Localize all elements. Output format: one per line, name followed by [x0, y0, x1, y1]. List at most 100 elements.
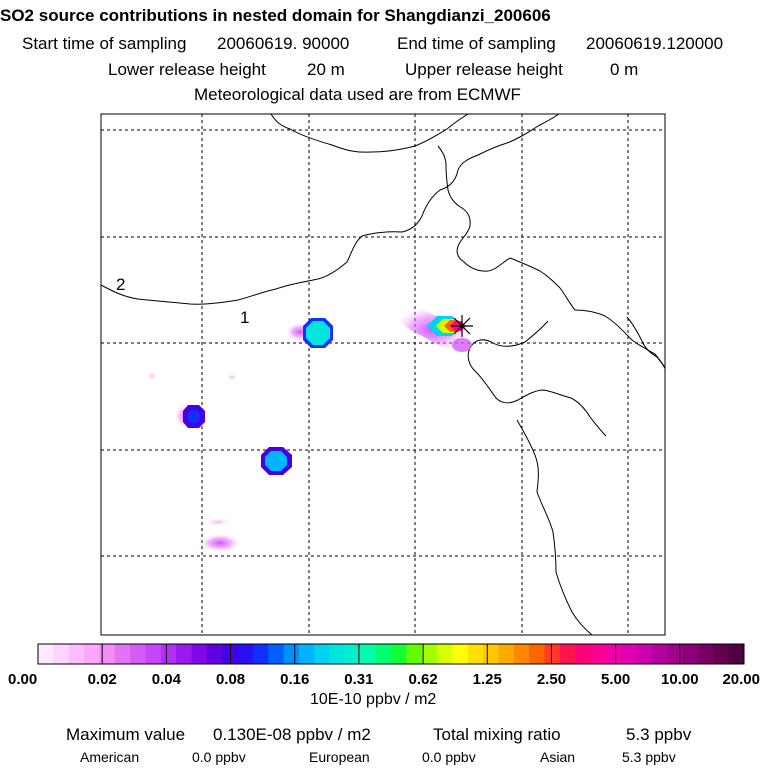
- asian-value: 5.3 ppbv: [622, 749, 676, 765]
- colorbar-swatch: [206, 644, 223, 664]
- plume-center-faint: [227, 373, 237, 381]
- colorbar-swatch: [483, 644, 499, 664]
- colorbar-swatch: [667, 644, 684, 664]
- region-label-1: 1: [240, 308, 249, 327]
- colorbar-swatch: [191, 644, 208, 664]
- colorbar-tick-label: 0.02: [88, 671, 117, 688]
- colorbar-swatch: [38, 644, 54, 664]
- plume-west-faint: [146, 371, 158, 381]
- max-value-label: Maximum value: [66, 725, 186, 744]
- colorbar-tick-label: 20.00: [722, 671, 760, 688]
- colorbar-swatch: [575, 644, 592, 664]
- colorbar-swatch: [176, 644, 192, 664]
- colorbar-swatch: [559, 644, 576, 664]
- colorbar-tick-labels: 0.00 0.02 0.04 0.08 0.16 0.31 0.62 1.25 2.50 5.00…: [8, 671, 760, 688]
- colorbar-tick-label: 0.16: [280, 671, 309, 688]
- colorbar-tick-label: 10.00: [661, 671, 699, 688]
- colorbar-tick-label: 0.62: [408, 671, 437, 688]
- european-label: European: [309, 749, 370, 765]
- american-value: 0.0 ppbv: [192, 749, 246, 765]
- hotspot-south: [261, 447, 292, 475]
- end-time-label: End time of sampling: [397, 34, 556, 53]
- colorbar-swatch: [421, 644, 438, 664]
- coastline-bay: [437, 145, 511, 272]
- colorbar-swatch: [298, 644, 315, 664]
- colorbar-tick-label: 0.04: [152, 671, 182, 688]
- chart-title: SO2 source contributions in nested domai…: [0, 6, 551, 25]
- colorbar-tick-label: 0.31: [344, 671, 373, 688]
- hotspot-west: [174, 404, 205, 428]
- colorbar-tick-label: 0.00: [8, 671, 37, 688]
- start-time-label: Start time of sampling: [22, 34, 187, 53]
- colorbar-swatch: [651, 644, 668, 664]
- upper-height-label: Upper release height: [405, 60, 563, 79]
- colorbar-swatch: [406, 644, 423, 664]
- colorbar-swatch: [513, 644, 530, 664]
- max-value: 0.130E-08 ppbv / m2: [213, 725, 371, 744]
- colorbar-swatch: [53, 644, 70, 664]
- lower-height-label: Lower release height: [108, 60, 266, 79]
- colorbar-swatch: [391, 644, 407, 664]
- colorbar-swatch: [437, 644, 453, 664]
- colorbar-swatch: [329, 644, 346, 664]
- total-mixing-value: 5.3 ppbv: [626, 725, 692, 744]
- asian-label: Asian: [540, 749, 576, 765]
- end-time-value: 20060619.120000: [586, 34, 724, 53]
- colorbar-swatch: [237, 644, 254, 664]
- coastline-north: [270, 114, 469, 153]
- colorbar-swatch: [68, 644, 85, 664]
- plume-south: [200, 534, 240, 552]
- american-label: American: [80, 749, 140, 765]
- grid-lines: [101, 114, 665, 635]
- plot-frame: [100, 113, 666, 636]
- upper-height-value: 0 m: [610, 60, 639, 79]
- colorbar-swatch: [452, 644, 469, 664]
- colorbar-swatch: [268, 644, 285, 664]
- border-line: [101, 114, 560, 305]
- colorbar-swatch: [636, 644, 653, 664]
- colorbar-swatch: [467, 644, 484, 664]
- colorbar-tick-label: 5.00: [601, 671, 630, 688]
- colorbar-tick-label: 1.25: [473, 671, 502, 688]
- region-label-2: 2: [116, 275, 125, 294]
- coastline-south: [516, 419, 593, 635]
- colorbar-swatch: [130, 644, 146, 664]
- colorbar-swatch: [114, 644, 131, 664]
- colorbar-swatch: [252, 644, 269, 664]
- lower-height-value: 20 m: [307, 60, 345, 79]
- colorbar-swatch: [84, 644, 100, 664]
- colorbar-swatch: [544, 644, 561, 664]
- colorbar-swatch: [529, 644, 545, 664]
- colorbar-swatch: [728, 644, 745, 664]
- colorbar-swatch: [160, 644, 177, 664]
- colorbar: [37, 643, 745, 665]
- colorbar-unit: 10E-10 ppbv / m2: [310, 691, 437, 708]
- receptor-star-icon: [451, 315, 473, 337]
- colorbar-swatch: [697, 644, 714, 664]
- colorbar-swatch: [375, 644, 392, 664]
- colorbar-swatch: [314, 644, 331, 664]
- met-data-line: Meteorological data used are from ECMWF: [194, 85, 521, 104]
- coastline-east: [467, 320, 607, 437]
- start-time-value: 20060619. 90000: [217, 34, 350, 53]
- colorbar-swatch: [99, 644, 116, 664]
- colorbar-swatch: [605, 644, 622, 664]
- colorbar-tick-label: 0.08: [216, 671, 245, 688]
- total-mixing-label: Total mixing ratio: [433, 725, 561, 744]
- colorbar-outline: [37, 643, 745, 665]
- colorbar-swatch: [344, 644, 361, 664]
- colorbar-swatch: [713, 644, 730, 664]
- colorbar-swatch: [621, 644, 638, 664]
- colorbar-swatch: [145, 644, 162, 664]
- european-value: 0.0 ppbv: [422, 749, 476, 765]
- hotspot-cyan: [286, 318, 333, 348]
- colorbar-swatch: [283, 644, 300, 664]
- colorbar-swatch: [498, 644, 515, 664]
- colorbar-tick-label: 2.50: [537, 671, 566, 688]
- coastline-fragment: [626, 316, 665, 369]
- peninsula-north: [509, 257, 665, 370]
- colorbar-swatch: [360, 644, 377, 664]
- colorbar-swatch: [590, 644, 607, 664]
- colorbar-swatch: [682, 644, 699, 664]
